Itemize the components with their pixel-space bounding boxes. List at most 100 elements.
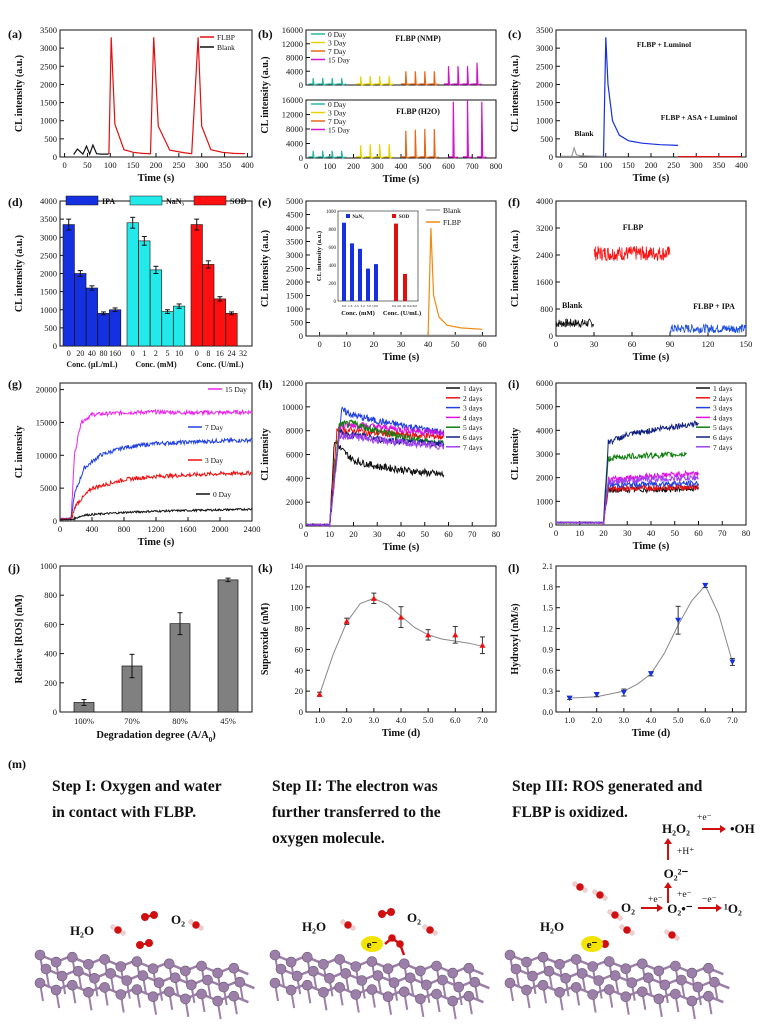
y-tick-label: 20 <box>295 686 304 696</box>
oxygen-molecule <box>378 908 395 918</box>
x-tick-label: 30 <box>590 339 599 349</box>
series-1 days <box>555 484 699 526</box>
y-tick-label: 3000 <box>536 449 553 459</box>
hydrogen-atom <box>572 881 578 887</box>
y-axis-label: CL intensity (a.u.) <box>260 56 271 133</box>
y-tick-label: 0 <box>549 331 553 341</box>
h2o-label: H₂O <box>70 923 94 938</box>
data-point <box>593 692 600 698</box>
y-tick-label: 4000 <box>286 473 303 483</box>
y-tick-label: 2000 <box>40 79 57 89</box>
oxygen-atom <box>387 908 395 916</box>
bp-atom <box>212 967 223 979</box>
bar-NaN₃ <box>126 222 139 347</box>
series-Blank <box>555 318 595 329</box>
bp-atom <box>521 984 532 996</box>
x-tick-label: 10 <box>326 529 335 539</box>
bp-atom <box>637 958 648 970</box>
x-tick-label: 80 <box>742 528 751 538</box>
y-tick-label: 80 <box>295 624 304 634</box>
bp-atom <box>115 989 127 1000</box>
x-axis-label: Time (s) <box>383 174 420 185</box>
bp-atom <box>147 991 159 1003</box>
y-tick-label: 0 <box>53 341 57 351</box>
o2-dianion-label: O₂²⁻ <box>664 866 689 881</box>
hydrogen-atom <box>629 930 635 936</box>
bp-atom <box>554 958 565 970</box>
bar-NaN₃ <box>149 269 162 347</box>
y-tick-label: 12000 <box>282 378 303 388</box>
data-point <box>479 642 486 648</box>
oxygen-atom <box>114 926 122 934</box>
x-tick-label: 10 <box>342 339 351 349</box>
series-spike-0 Day <box>336 150 347 159</box>
x-tick-label: 1600 <box>180 524 197 534</box>
h2o2-label: H₂O₂ <box>662 821 690 836</box>
x-tick-label: 60 <box>694 528 703 538</box>
bp-atom <box>676 974 687 986</box>
series-spike-0 Day <box>327 150 337 159</box>
hydrogen-atom <box>664 929 670 935</box>
x-axis-label: Time (s) <box>633 352 670 363</box>
data-point <box>566 695 573 702</box>
hydrogen-atom <box>120 930 126 936</box>
hydrogen-atom <box>607 909 613 915</box>
x-tick-label: 50 <box>671 528 680 538</box>
y-tick-label: 600 <box>44 619 57 629</box>
bp-atom <box>469 976 481 988</box>
step-1-line2: in contact with FLBP. <box>52 804 197 821</box>
x-tick-label: 200 <box>347 161 360 171</box>
y-tick-label: 500 <box>44 134 57 144</box>
step-2-line1: Step II: The electron was <box>272 778 438 795</box>
annotation: Blank <box>562 301 583 310</box>
inset-bar-nan3 <box>358 248 362 301</box>
phosphorene-sheet-3 <box>504 949 730 1020</box>
inset-bar-nan3 <box>366 268 370 301</box>
hydrogen-atom <box>188 919 194 925</box>
x-tick-label: 0 <box>317 339 321 349</box>
bp-atom <box>709 976 720 988</box>
x-tick-label: 300 <box>690 160 703 170</box>
bp-atom <box>554 986 565 998</box>
y-tick-label: 1000 <box>40 305 57 315</box>
electron-glow <box>581 936 603 952</box>
y-tick-label: 5000 <box>286 196 303 206</box>
bp-atom <box>463 990 475 1002</box>
series-spike-3 Day <box>365 76 375 86</box>
y-tick-label: 1000 <box>536 496 553 506</box>
x-tick-label: 0 <box>304 529 308 539</box>
bp-atom <box>366 984 378 995</box>
bp-atom <box>415 965 426 977</box>
step-3-text: Step III: ROS generated and FLBP is oxid… <box>512 774 762 826</box>
bp-atom <box>99 982 110 993</box>
bar-IPA <box>109 309 122 347</box>
data-point <box>620 690 627 696</box>
series-FLBP <box>108 37 246 155</box>
x-group-label: Conc. (U/mL) <box>196 360 243 369</box>
series-FLBP + IPA <box>669 322 747 335</box>
y-tick-label: 3000 <box>40 43 57 53</box>
hydrogen-atom <box>350 925 356 931</box>
x-tick-label: 1.0 <box>314 715 325 725</box>
x-tick-label: 200 <box>645 160 658 170</box>
bp-atom <box>302 951 313 963</box>
hydrogen-atom <box>432 930 438 936</box>
bp-atom <box>686 995 698 1007</box>
y-tick-label: 500 <box>540 134 553 144</box>
series-spike-7 Day <box>410 71 420 86</box>
series-spike-15 Day <box>462 99 473 159</box>
legend-label: IPA <box>102 197 115 206</box>
y-tick-label: 1000 <box>536 116 553 126</box>
bp-atom <box>196 960 207 972</box>
legend-label: 7 Day <box>328 47 346 56</box>
legend-label: 1 days <box>463 384 482 393</box>
y-tick-label: 140 <box>290 561 303 571</box>
bp-atom <box>196 988 207 1000</box>
x-axis-label: Degradation degree (A/A0) <box>96 730 216 744</box>
y-tick-label: 1500 <box>286 291 303 301</box>
x-tick-label: 300 <box>195 160 208 170</box>
annotation: FLBP + ASA + Luminol <box>661 113 738 122</box>
y-tick-label: 2500 <box>40 250 57 260</box>
bp-atom <box>334 954 345 965</box>
